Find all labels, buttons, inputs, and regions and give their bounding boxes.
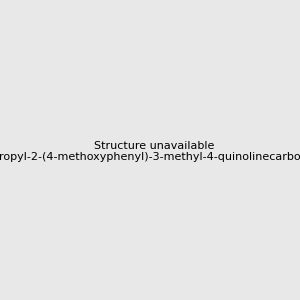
Text: Structure unavailable
N-isopropyl-2-(4-methoxyphenyl)-3-methyl-4-quinolinecarbox: Structure unavailable N-isopropyl-2-(4-m… <box>0 141 300 162</box>
